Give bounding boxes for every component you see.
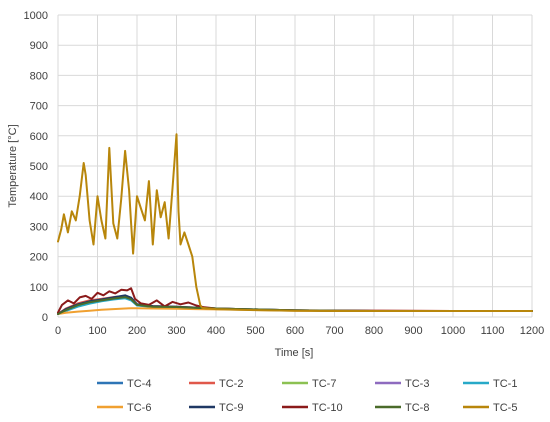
legend-label-tc-3: TC-3 <box>405 378 429 390</box>
legend-label-tc-8: TC-8 <box>405 402 429 414</box>
y-tick-label: 100 <box>30 282 48 294</box>
legend-label-tc-9: TC-9 <box>219 402 243 414</box>
x-axis-title: Time [s] <box>275 347 314 359</box>
x-tick-label: 500 <box>246 325 264 337</box>
y-axis-title: Temperature [°C] <box>7 124 19 207</box>
legend-label-tc-1: TC-1 <box>493 378 517 390</box>
x-tick-label: 100 <box>88 325 106 337</box>
y-tick-label: 1000 <box>24 10 48 22</box>
series-lines <box>57 133 533 315</box>
y-tick-label: 300 <box>30 221 48 233</box>
x-tick-label: 200 <box>128 325 146 337</box>
x-tick-label: 800 <box>365 325 383 337</box>
x-tick-label: 900 <box>404 325 422 337</box>
legend-label-tc-6: TC-6 <box>127 402 151 414</box>
series-line-tc-5 <box>57 133 533 312</box>
x-tick-label: 700 <box>325 325 343 337</box>
y-tick-label: 0 <box>42 312 48 324</box>
y-tick-label: 900 <box>30 40 48 52</box>
legend-label-tc-7: TC-7 <box>312 378 336 390</box>
gridlines <box>57 14 533 318</box>
legend-label-tc-4: TC-4 <box>127 378 151 390</box>
legend: TC-4 TC-2 TC-7 TC-3 TC-1 TC-6 TC-9 TC-10 TC-8 TC-… <box>97 378 517 414</box>
y-tick-label: 500 <box>30 161 48 173</box>
x-tick-label: 300 <box>167 325 185 337</box>
y-tick-label: 700 <box>30 101 48 113</box>
y-tick-label: 200 <box>30 252 48 264</box>
legend-label-tc-2: TC-2 <box>219 378 243 390</box>
y-tick-label: 400 <box>30 191 48 203</box>
legend-label-tc-10: TC-10 <box>312 402 343 414</box>
x-tick-label: 1000 <box>441 325 465 337</box>
x-tick-label: 0 <box>55 325 61 337</box>
legend-label-tc-5: TC-5 <box>493 402 517 414</box>
y-tick-label: 600 <box>30 131 48 143</box>
x-tick-label: 400 <box>207 325 225 337</box>
x-tick-label: 1100 <box>481 325 505 337</box>
x-tick-label: 1200 <box>520 325 544 337</box>
x-tick-label: 600 <box>286 325 304 337</box>
y-tick-label: 800 <box>30 70 48 82</box>
axes: 0 100 200 300 400 500 600 700 800 900 1000 1100 1200… <box>24 10 545 337</box>
